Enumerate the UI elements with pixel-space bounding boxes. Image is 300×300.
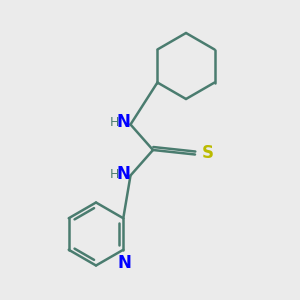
Text: H: H	[109, 116, 119, 129]
Text: S: S	[202, 144, 214, 162]
Text: N: N	[117, 165, 131, 183]
Text: H: H	[109, 167, 119, 181]
Text: N: N	[117, 113, 131, 131]
Text: N: N	[118, 254, 132, 272]
